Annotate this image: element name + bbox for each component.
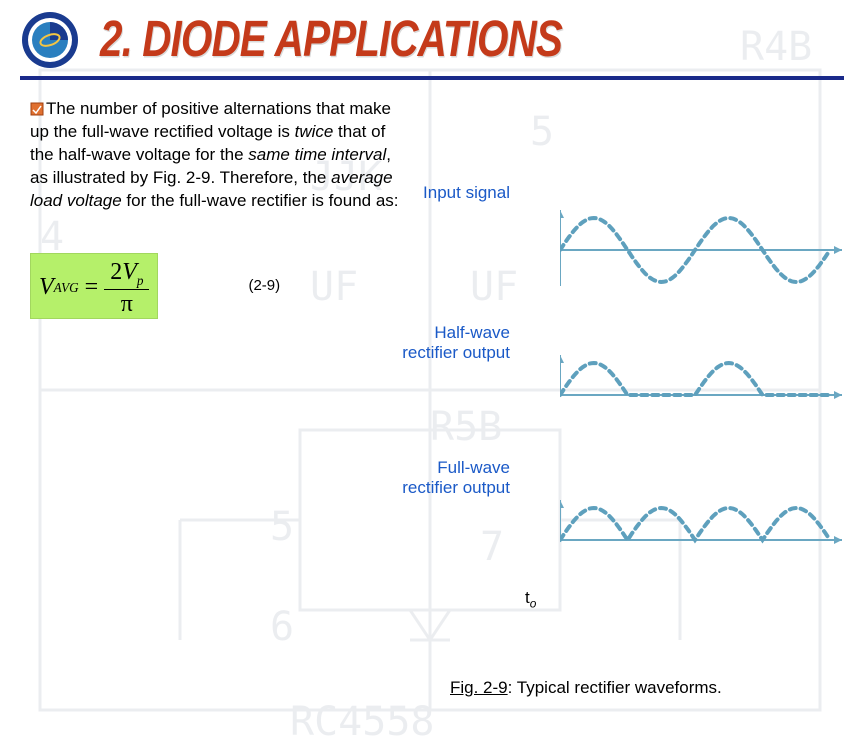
title-underline [20,76,844,80]
svg-text:5: 5 [270,504,294,550]
bullet-icon [30,102,44,116]
formula-2: 2 [110,259,122,285]
waveforms [560,208,860,628]
body-paragraph: The number of positive alternations that… [30,98,400,213]
svg-text:7: 7 [480,524,504,570]
page-title: 2. DIODE APPLICATIONS [100,11,562,69]
formula-eq: = [85,274,99,301]
formula-vp: V [122,259,137,285]
to-o: o [530,596,537,610]
formula-p-sub: p [137,272,144,287]
svg-text:RC4558: RC4558 [290,699,435,745]
label-to: to [525,588,536,610]
para-twice: twice [295,122,334,141]
figure-caption: Fig. 2-9: Typical rectifier waveforms. [450,678,722,698]
formula-pi: π [121,290,133,316]
formula-v: V [39,274,54,301]
header: 2. DIODE APPLICATIONS [0,0,864,76]
para-text-4: for the full-wave rectifier is found as: [122,191,399,210]
para-same-interval: same time interval [248,145,386,164]
label-half-wave: Half-wave rectifier output [380,323,510,363]
equation-number: (2-9) [248,277,280,294]
svg-text:6: 6 [270,604,294,650]
logo [20,10,80,70]
label-full-wave: Full-wave rectifier output [380,458,510,498]
formula: VAVG = 2Vp π [30,253,158,319]
label-input-signal: Input signal [380,183,510,203]
figcap-fig: Fig. 2-9 [450,678,508,697]
figcap-rest: : Typical rectifier waveforms. [508,678,722,697]
svg-text:R5B: R5B [430,404,502,450]
formula-avg-sub: AVG [54,280,79,296]
